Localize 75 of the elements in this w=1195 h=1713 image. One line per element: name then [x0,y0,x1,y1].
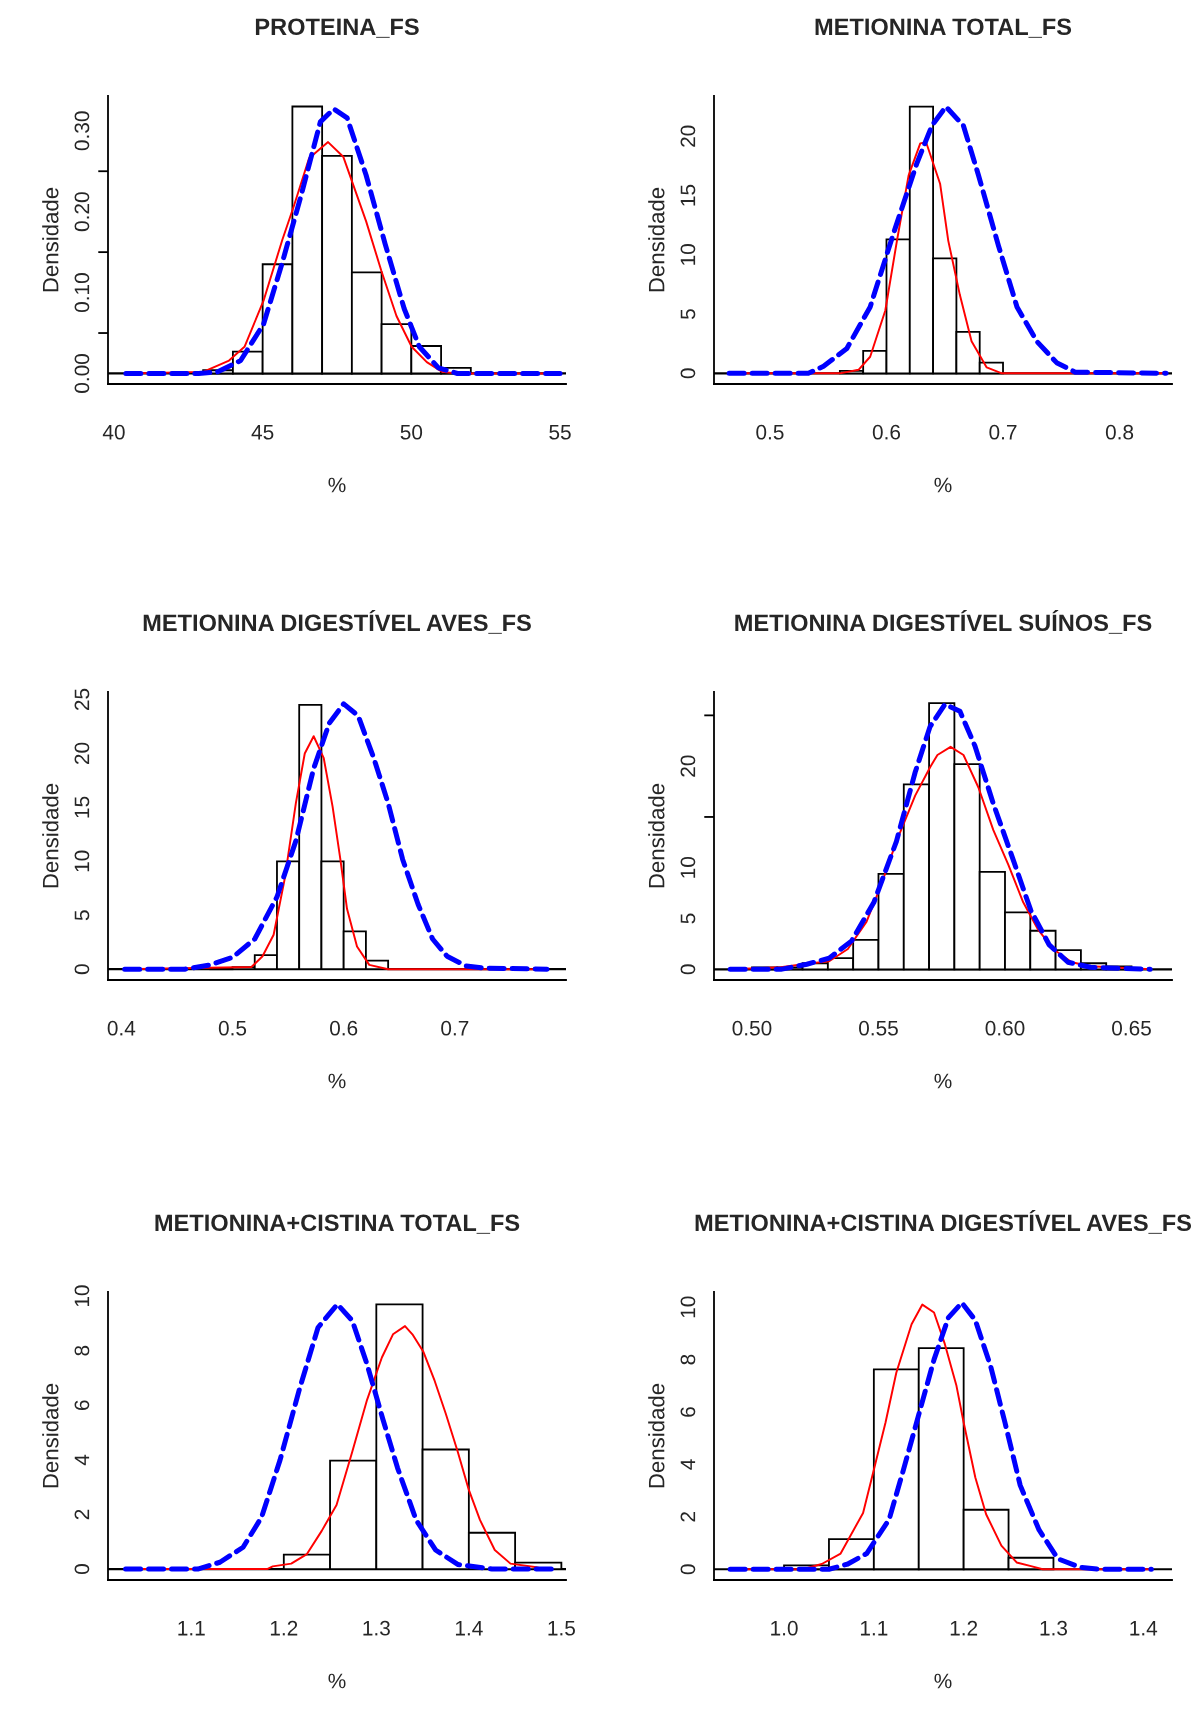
y-tick-label: 0 [680,964,696,975]
y-tick-label: 25 [74,688,90,711]
x-tick-label: 50 [400,424,423,440]
x-tick-label: 0.8 [1105,424,1134,440]
y-tick-label: 15 [74,796,90,818]
y-tick-label: 0 [680,368,696,379]
y-tick-label: 0.10 [74,273,90,313]
y-tick-label: 20 [74,742,90,765]
y-tick-label: 8 [74,1345,90,1356]
x-tick-label: 0.6 [872,424,901,440]
chart-title: METIONINA TOTAL_FS [815,18,1072,38]
y-tick-label: 10 [680,856,696,878]
x-tick-label: 0.4 [107,1020,136,1036]
y-tick-label: 10 [74,1285,90,1307]
y-tick-label: 5 [74,910,90,921]
x-tick-label: 0.55 [859,1020,898,1036]
y-tick-label: 6 [680,1407,696,1417]
y-tick-label: 6 [74,1400,90,1411]
y-tick-label: 20 [680,125,696,147]
x-axis-title: % [934,1673,952,1689]
x-tick-label: 40 [102,424,125,440]
x-axis-title: % [934,1073,952,1089]
y-tick-label: 10 [680,244,696,265]
y-tick-label: 15 [680,184,696,206]
chart-title: METIONINA DIGESTÍVEL SUÍNOS_FS [735,609,1152,634]
chart-title: PROTEINA_FS [255,18,419,38]
y-tick-label: 2 [680,1512,696,1522]
y-tick-label: 8 [680,1354,696,1365]
x-tick-label: 0.60 [985,1020,1025,1036]
x-tick-label: 0.50 [732,1020,772,1036]
x-tick-label: 1.5 [548,1621,575,1636]
y-tick-label: 0 [680,1564,696,1575]
y-tick-label: 0.20 [74,192,90,232]
x-tick-label: 1.3 [1040,1620,1068,1636]
y-tick-label: 4 [680,1459,696,1470]
x-tick-label: 45 [251,425,274,440]
y-axis-title: Densidade [42,1383,59,1488]
y-tick-label: 4 [74,1454,90,1466]
x-tick-label: 1.1 [178,1621,205,1636]
y-axis-title: Densidade [42,783,59,888]
y-axis-title: Densidade [648,783,665,888]
x-tick-label: 1.2 [950,1620,978,1636]
x-tick-label: 1.4 [455,1621,483,1636]
x-tick-label: 55 [549,425,571,440]
chart-title: METIONINA DIGESTÍVEL AVES_FS [143,609,531,634]
y-tick-label: 0 [74,1564,90,1575]
x-axis-title: % [328,1073,346,1089]
x-tick-label: 0.5 [756,424,784,440]
x-axis-title: % [328,1673,346,1689]
x-tick-label: 1.2 [270,1620,298,1636]
y-axis-title: Densidade [648,1383,665,1488]
y-tick-label: 5 [680,913,696,924]
y-tick-label: 5 [680,309,696,320]
x-tick-label: 1.4 [1130,1621,1158,1636]
x-tick-label: 1.3 [363,1620,390,1636]
y-tick-label: 0.30 [74,111,90,151]
x-axis-title: % [934,477,952,493]
y-axis-title: Densidade [42,187,59,292]
x-axis-title: % [328,477,346,493]
chart-title: METIONINA+CISTINA TOTAL_FS [155,1214,520,1234]
x-tick-label: 0.7 [989,424,1017,440]
y-tick-label: 10 [74,850,90,872]
y-tick-label: 2 [74,1509,90,1520]
y-tick-label: 0 [74,964,90,975]
x-tick-label: 1.1 [860,1621,888,1636]
x-tick-label: 0.6 [330,1020,358,1036]
y-tick-label: 10 [680,1296,696,1318]
y-axis-title: Densidade [648,187,665,292]
y-tick-label: 20 [680,755,696,777]
x-tick-label: 0.7 [441,1020,469,1036]
x-tick-label: 0.5 [218,1020,247,1036]
y-tick-label: 0.00 [74,354,90,393]
x-tick-label: 0.65 [1112,1020,1151,1036]
chart-title: METIONINA+CISTINA DIGESTÍVEL AVES_FS [695,1209,1192,1234]
x-tick-label: 1.0 [771,1620,798,1636]
